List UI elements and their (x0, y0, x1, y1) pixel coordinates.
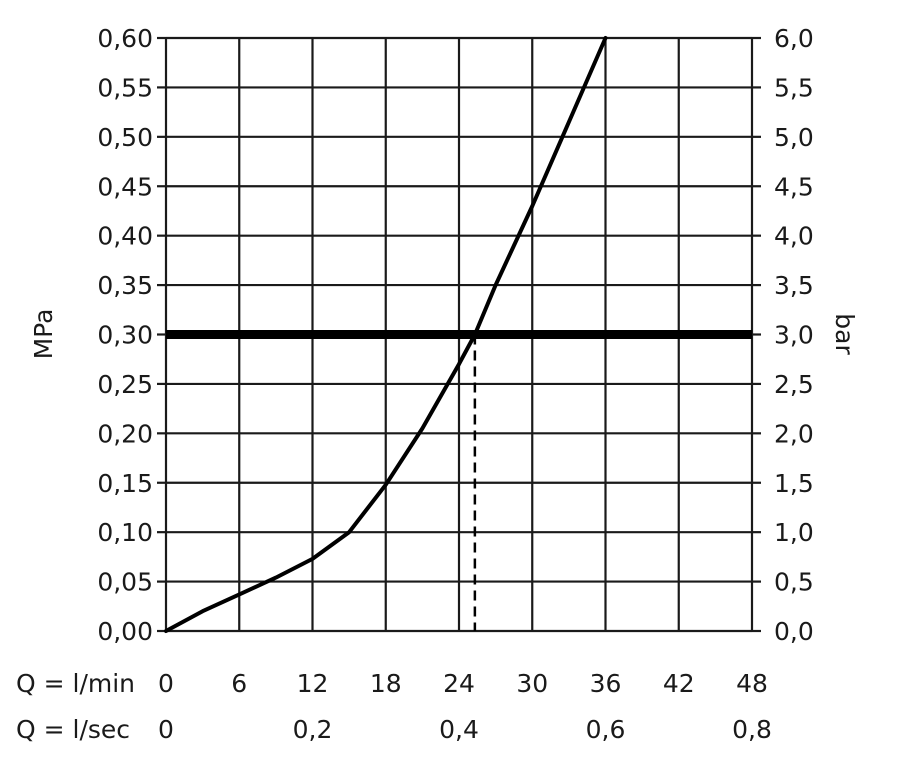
x-min-tick-label: 12 (297, 669, 329, 698)
y-left-tick-label: 0,40 (97, 222, 153, 251)
y-left-tick-label: 0,00 (97, 617, 153, 646)
x-min-tick-label: 18 (370, 669, 402, 698)
y-right-tick-label: 6,0 (774, 24, 814, 53)
y-left-tick-label: 0,30 (97, 321, 153, 350)
y-right-tick-label: 5,5 (774, 73, 814, 102)
y-left-tick-label: 0,05 (97, 568, 153, 597)
y-right-tick-label: 3,0 (774, 321, 814, 350)
y-left-tick-label: 0,35 (97, 271, 153, 300)
y-right-tick-label: 2,5 (774, 370, 814, 399)
x-sec-tick-label: 0,2 (293, 715, 333, 744)
y-left-tick-labels: 0,00 0,05 0,10 0,15 0,20 0,25 0,30 0,35 0,40 0,45… (97, 24, 153, 646)
y-right-tick-label: 4,0 (774, 222, 814, 251)
x-sec-tick-label: 0,6 (586, 715, 626, 744)
x-min-tick-labels: 0 6 12 18 24 30 36 42 48 (158, 669, 768, 698)
x-min-tick-label: 6 (231, 669, 247, 698)
x-min-tick-label: 0 (158, 669, 174, 698)
y-left-axis-label: MPa (29, 309, 58, 360)
series-line (164, 36, 608, 633)
x-sec-axis-label: Q = l/sec (16, 715, 130, 744)
y-right-tick-label: 4,5 (774, 172, 814, 201)
y-right-tick-label: 0,5 (774, 568, 814, 597)
y-left-tick-label: 0,10 (97, 518, 153, 547)
x-sec-tick-labels: 0 0,2 0,4 0,6 0,8 (158, 715, 772, 744)
y-right-tick-label: 0,0 (774, 617, 814, 646)
y-left-tick-label: 0,55 (97, 73, 153, 102)
y-right-tick-label: 1,5 (774, 469, 814, 498)
x-min-tick-label: 48 (736, 669, 768, 698)
y-right-tick-label: 3,5 (774, 271, 814, 300)
y-left-tick-label: 0,50 (97, 123, 153, 152)
y-left-tick-label: 0,15 (97, 469, 153, 498)
x-min-tick-label: 36 (590, 669, 622, 698)
y-right-tick-label: 2,0 (774, 419, 814, 448)
y-right-axis-label: bar (830, 313, 859, 355)
y-right-tick-label: 5,0 (774, 123, 814, 152)
y-left-tick-label: 0,25 (97, 370, 153, 399)
x-min-tick-label: 42 (663, 669, 695, 698)
y-left-tick-label: 0,45 (97, 172, 153, 201)
x-sec-tick-label: 0,8 (732, 715, 772, 744)
reference-lines (166, 330, 752, 631)
x-min-tick-label: 30 (516, 669, 548, 698)
y-left-tick-label: 0,20 (97, 419, 153, 448)
series-group (164, 36, 608, 633)
x-sec-tick-label: 0 (158, 715, 174, 744)
x-min-axis-label: Q = l/min (16, 669, 135, 698)
y-left-tick-label: 0,60 (97, 24, 153, 53)
y-right-tick-label: 1,0 (774, 518, 814, 547)
x-sec-tick-label: 0,4 (439, 715, 479, 744)
y-right-tick-labels: 0,0 0,5 1,0 1,5 2,0 2,5 3,0 3,5 4,0 4,5 5,0 5,5 6,0 (774, 24, 814, 646)
x-min-tick-label: 24 (443, 669, 475, 698)
